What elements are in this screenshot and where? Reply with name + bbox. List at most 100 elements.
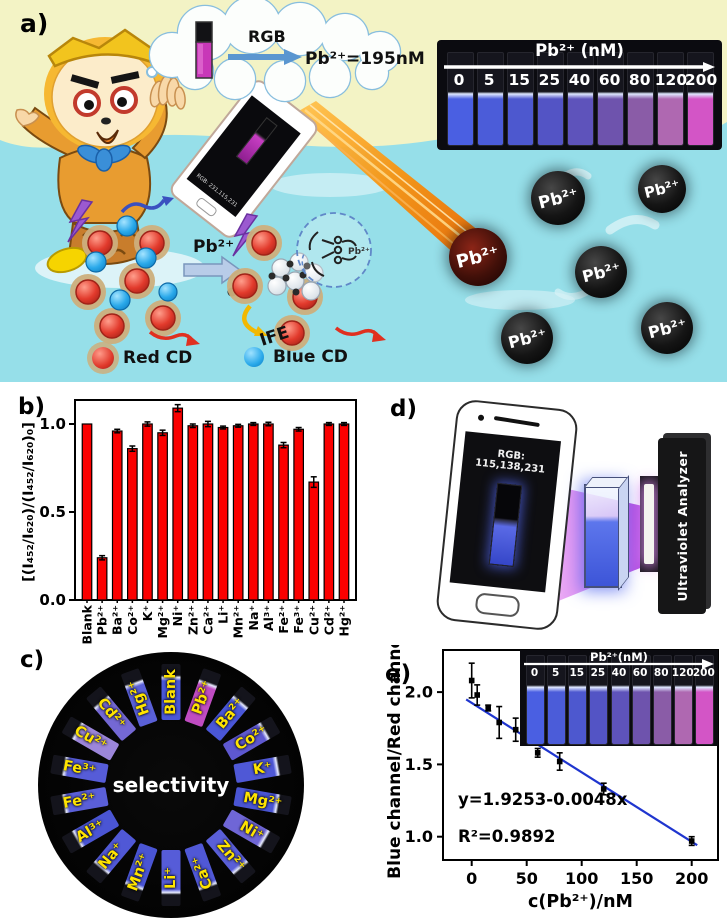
pb-ion-label: Pb²⁺ — [535, 183, 581, 213]
uv-lightning-icon — [67, 199, 94, 243]
panel-c-label: c) — [20, 647, 45, 673]
strip-concentration-label: 200 — [684, 71, 718, 89]
svg-text:0: 0 — [466, 869, 477, 888]
phone-d-rgb-readout: RGB: 115,138,231 — [474, 448, 546, 476]
wheel-ion-label: K⁺ — [251, 759, 274, 779]
pb-ion-label: Pb²⁺ — [645, 314, 689, 342]
strip-cuvette — [547, 655, 567, 745]
panel-d-readout-scheme: d) RGB: 115,138,231 Ultraviolet A — [388, 388, 727, 643]
strip-arrow — [524, 659, 714, 669]
strip-cuvette — [526, 655, 546, 745]
blue-cd-label: Blue CD — [273, 347, 348, 367]
strip-cuvette — [568, 655, 588, 745]
smartphone-a: RGB: 231,115,231 — [166, 76, 322, 242]
strip-concentration-label: 0 — [453, 71, 465, 89]
svg-text:Na⁺: Na⁺ — [246, 605, 261, 631]
blue-emission-squiggle — [120, 198, 166, 214]
calibration-inset-strip: 0 5 15 25 40 60 80 120 200 Pb²⁺(nM) — [520, 650, 718, 746]
svg-text:Blank: Blank — [80, 604, 95, 644]
strip-concentration-label: 80 — [653, 667, 669, 679]
chelate-structure — [308, 231, 357, 277]
phone-d-home-button — [474, 592, 521, 618]
strip-concentration-label: 0 — [530, 667, 539, 679]
svg-text:100: 100 — [565, 869, 598, 888]
svg-text:Zn²⁺: Zn²⁺ — [185, 605, 200, 635]
thought-bubble: RGB Pb²⁺=195nM — [146, 0, 425, 103]
svg-text:Li⁺: Li⁺ — [216, 605, 231, 624]
cd-legend: Red CD Blue CD — [80, 345, 640, 377]
strip-cuvette — [589, 655, 609, 745]
panel-a-scheme: a) 0 5 15 25 40 60 80 120 200 Pb²⁺ (nM) RGB: 231,… — [0, 0, 727, 382]
blue-cd-icon — [244, 347, 264, 367]
pb-ion-sphere: Pb²⁺ — [575, 246, 627, 298]
ife-arrow — [242, 304, 258, 335]
strip-concentration-label: 60 — [598, 71, 621, 89]
svg-text:c(Pb²⁺)/nM: c(Pb²⁺)/nM — [528, 892, 633, 912]
panel-b-selectivity-barchart: b) 0.0 0.5 1.0 Blank Pb²⁺ Ba²⁺ Co²⁺ K⁺ Mg²⁺ Ni⁺ Zn… — [18, 390, 370, 645]
strip-concentration-label: 60 — [632, 667, 648, 679]
strip-concentration-label: 120 — [671, 667, 694, 679]
svg-text:Ca²⁺: Ca²⁺ — [200, 605, 215, 635]
strip-concentration-label: 5 — [552, 667, 560, 679]
wheel-center-label: selectivity — [112, 773, 230, 797]
bubble-rgb-label: RGB — [248, 27, 286, 46]
pb-ion-sphere: Pb²⁺ — [641, 302, 693, 354]
svg-text:y=1.9253-0.0048x: y=1.9253-0.0048x — [458, 790, 628, 809]
svg-text:Co²⁺: Co²⁺ — [125, 605, 140, 635]
phone-d-cuvette-image — [488, 482, 523, 567]
aggregated-cds — [267, 252, 324, 301]
svg-text:150: 150 — [620, 869, 653, 888]
strip-concentration-label: 120 — [654, 71, 688, 89]
strip-title: Pb²⁺(nM) — [590, 650, 648, 664]
svg-text:R²=0.9892: R²=0.9892 — [458, 827, 555, 846]
panel-a-label: a) — [20, 9, 49, 38]
panel-b-label: b) — [18, 394, 45, 420]
panel-e-calibration-plot: e) 0 50 100 150 200 1.0 1.5 2.0 y=1.9253-0.0048x… — [385, 631, 727, 921]
svg-text:[(I₄₅₂/I₆₂₀)/(I₄₅₂/I₆₂₀)₀]: [(I₄₅₂/I₆₂₀)/(I₄₅₂/I₆₂₀)₀] — [21, 422, 37, 582]
ultraviolet-analyzer: Ultraviolet Analyzer — [658, 438, 706, 614]
reaction-arrow: Pb²⁺ — [183, 237, 242, 297]
strip-cuvette — [694, 655, 714, 745]
phone-d-screen: RGB: 115,138,231 — [449, 431, 562, 593]
phone-a-cuvette-image — [235, 117, 278, 166]
cartoon-character — [15, 28, 186, 274]
svg-text:Al³⁺: Al³⁺ — [261, 605, 276, 631]
strip-concentration-label: 15 — [569, 667, 585, 679]
panel-c-selectivity-wheel: c) selectivity Blank Pb²⁺ Ba²⁺ Co²⁺ K⁺ Mg²⁺ Ni… — [12, 645, 380, 921]
strip-concentration-label: 5 — [483, 71, 495, 89]
svg-text:Ni⁺: Ni⁺ — [170, 605, 185, 626]
pb-ion-sphere: Pb²⁺ — [531, 171, 585, 225]
red-emission-squiggle — [148, 330, 194, 342]
svg-text:Mn²⁺: Mn²⁺ — [231, 605, 246, 638]
strip-concentration-label: 80 — [628, 71, 651, 89]
bubble-result-label: Pb²⁺=195nM — [305, 49, 425, 69]
svg-text:Pb²⁺: Pb²⁺ — [348, 247, 370, 257]
chelation-zoom-circle — [296, 212, 372, 288]
svg-text:K⁺: K⁺ — [140, 605, 155, 621]
phone-speaker-bar — [493, 415, 540, 428]
svg-text:Ba²⁺: Ba²⁺ — [110, 605, 125, 635]
concentration-strip: 0 5 15 25 40 60 80 120 200 Pb²⁺ (nM) — [437, 40, 722, 150]
svg-text:Fe²⁺: Fe²⁺ — [276, 605, 291, 634]
svg-text:Fe³⁺: Fe³⁺ — [291, 605, 306, 634]
strip-concentration-label: 15 — [508, 71, 531, 89]
red-cd-icon — [92, 347, 114, 369]
strip-cuvette — [673, 655, 693, 745]
analyzer-uv-lamp — [644, 484, 654, 564]
sample-cuvette-3d — [583, 474, 629, 592]
svg-text:Pb²⁺: Pb²⁺ — [193, 237, 234, 257]
strip-cuvette — [631, 655, 651, 745]
svg-text:0.0: 0.0 — [39, 591, 66, 609]
panel-e-label: e) — [385, 661, 412, 687]
wheel-ion-label: Li⁺ — [163, 867, 179, 889]
bubble-cuvette — [195, 21, 213, 79]
strip-cuvette — [610, 655, 630, 745]
analyzer-label: Ultraviolet Analyzer — [674, 450, 690, 602]
svg-text:Cu²⁺: Cu²⁺ — [306, 605, 321, 635]
svg-text:Blue channel/Red channel: Blue channel/Red channel — [385, 645, 405, 879]
svg-text:Hg²⁺: Hg²⁺ — [337, 605, 352, 636]
pb-ion-sphere-hit: Pb²⁺ — [449, 228, 507, 286]
smartphone-d: RGB: 115,138,231 — [434, 398, 580, 632]
